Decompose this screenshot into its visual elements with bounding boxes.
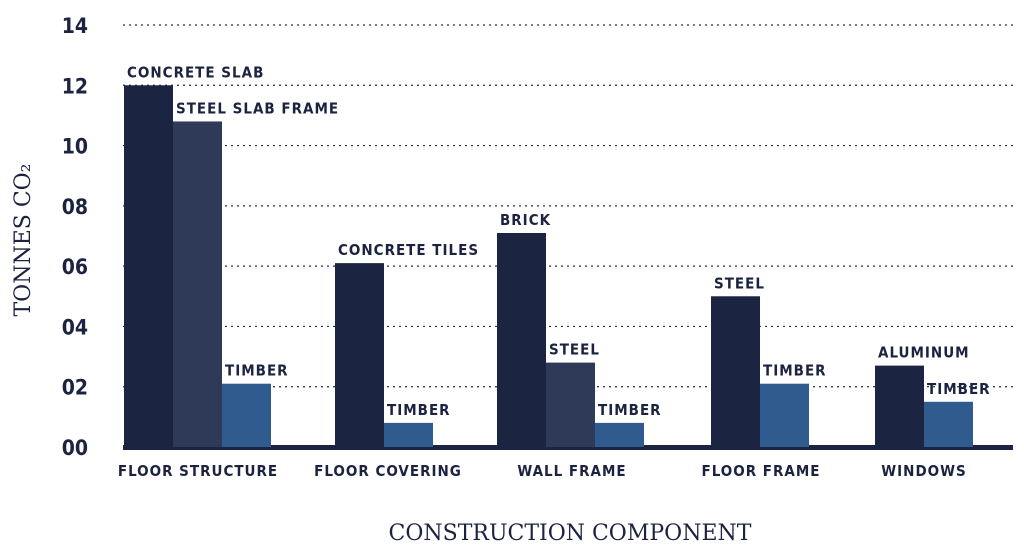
bar-value-label: STEEL SLAB FRAME [176,99,339,117]
bar-value-label: TIMBER [387,401,451,419]
bar [595,422,644,447]
x-category-label: WALL FRAME [517,462,626,480]
bar [335,263,384,447]
x-category-label: WINDOWS [881,462,967,480]
y-tick-label: 04 [62,315,88,339]
bars [124,85,973,448]
bar [173,121,222,447]
x-axis-baseline [123,445,1013,450]
bar-value-label: TIMBER [225,362,289,380]
x-category-label: FLOOR COVERING [314,462,462,480]
bar [760,383,809,447]
y-axis-title: TONNES CO₂ [11,163,36,316]
bar [711,296,760,447]
bar [924,401,973,447]
bar-value-label: STEEL [549,341,600,359]
bar [124,85,173,448]
x-category-label: FLOOR FRAME [701,462,820,480]
bar [497,232,546,447]
bar-value-label: TIMBER [598,401,662,419]
y-tick-label: 08 [62,195,88,219]
bar-labels: CONCRETE SLAB STEEL SLAB FRAME TIMBER CONCR… [127,63,991,419]
x-axis-categories: FLOOR STRUCTURE FLOOR COVERING WALL FRAME F… [118,462,967,480]
x-category-label: FLOOR STRUCTURE [118,462,278,480]
y-tick-label: 12 [62,74,88,98]
y-tick-label: 10 [62,135,88,159]
bar [222,383,271,447]
bar-value-label: STEEL [714,274,765,292]
bar [546,362,595,447]
bar-value-label: TIMBER [927,380,991,398]
y-tick-label: 00 [62,436,88,460]
bar-value-label: ALUMINUM [878,344,970,362]
bar-value-label: TIMBER [763,362,827,380]
x-axis-title: CONSTRUCTION COMPONENT [389,521,752,546]
y-tick-label: 14 [62,14,88,38]
bar-value-label: BRICK [500,211,551,229]
y-axis-ticks: 00 02 04 06 08 10 12 14 [62,14,88,460]
y-tick-label: 02 [62,376,88,400]
bar [384,422,433,447]
bar [875,365,924,447]
bar-value-label: CONCRETE TILES [338,241,479,259]
y-tick-label: 06 [62,255,88,279]
bar-value-label: CONCRETE SLAB [127,63,264,81]
